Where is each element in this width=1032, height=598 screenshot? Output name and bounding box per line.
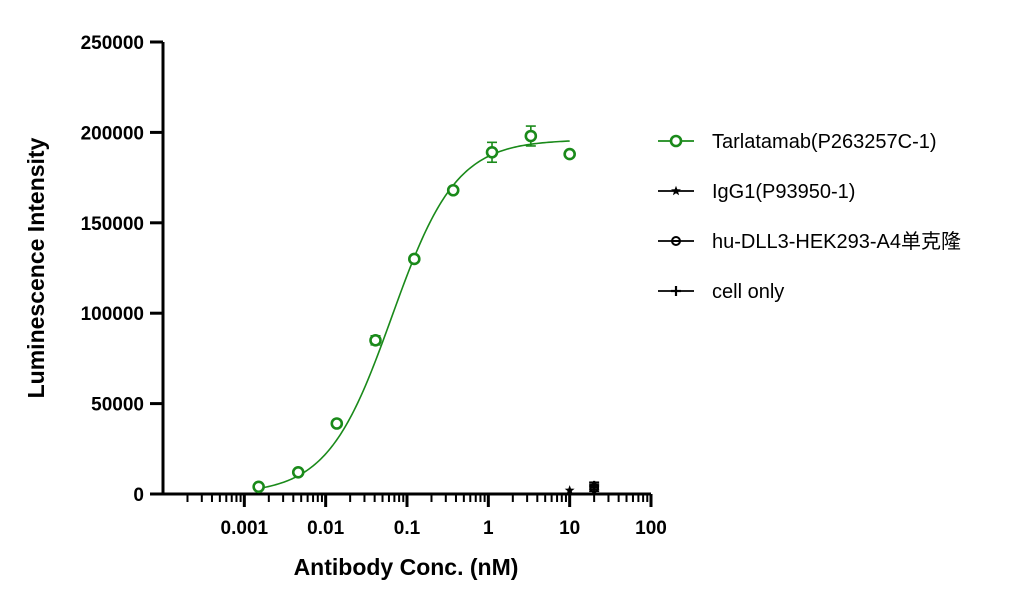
marker-open-circle xyxy=(563,147,576,161)
marker-star xyxy=(564,485,575,495)
data-point xyxy=(485,141,499,164)
x-tick-label: 10 xyxy=(559,518,580,539)
y-tick-label: 150000 xyxy=(81,214,144,235)
legend-label: Tarlatamab(P263257C-1) xyxy=(712,131,937,153)
fit-curves xyxy=(258,140,570,490)
legend-label: IgG1(P93950-1) xyxy=(712,181,855,203)
data-point xyxy=(563,147,576,161)
data-point xyxy=(252,480,265,494)
legend-entry: hu-DLL3-HEK293-A4单克隆 xyxy=(658,230,961,253)
marker-open-circle xyxy=(524,129,538,143)
marker-open-circle xyxy=(446,183,460,197)
marker-open-circle xyxy=(252,480,265,494)
marker-open-circle xyxy=(369,334,382,347)
legend-entry: IgG1(P93950-1) xyxy=(658,181,855,203)
legend: Tarlatamab(P263257C-1) IgG1(P93950-1) hu-D… xyxy=(658,131,961,303)
ticks: 0 50000 100000 150000 200000 250000 0.001 0.01 0… xyxy=(81,33,667,539)
marker-open-circle xyxy=(485,145,499,159)
marker-open-circle xyxy=(291,466,305,479)
marker-open-circle xyxy=(408,252,421,266)
legend-entry: Tarlatamab(P263257C-1) xyxy=(658,131,937,153)
marker-star xyxy=(671,185,681,196)
data-point xyxy=(408,252,421,266)
legend-label: hu-DLL3-HEK293-A4单克隆 xyxy=(712,230,961,253)
x-tick-label: 0.01 xyxy=(307,518,344,539)
legend-label: cell only xyxy=(712,281,784,303)
x-tick-label: 100 xyxy=(635,518,667,539)
y-axis-title: Luminescence Intensity xyxy=(23,137,49,398)
data-point xyxy=(446,183,460,197)
data-point xyxy=(369,334,382,347)
data-points xyxy=(252,125,600,495)
data-point xyxy=(291,466,305,479)
x-tick-label: 1 xyxy=(483,518,494,539)
data-point xyxy=(564,485,575,495)
marker-open-circle xyxy=(669,134,683,148)
axes xyxy=(161,42,651,496)
y-tick-label: 100000 xyxy=(81,304,144,325)
x-tick-label: 0.001 xyxy=(221,518,269,539)
x-axis-title: Antibody Conc. (nM) xyxy=(294,554,519,580)
data-point xyxy=(330,417,344,430)
data-point xyxy=(589,480,600,491)
data-point xyxy=(524,125,538,147)
marker-open-circle xyxy=(330,417,344,430)
y-tick-label: 250000 xyxy=(81,33,144,54)
y-tick-label: 50000 xyxy=(91,395,144,416)
y-tick-label: 0 xyxy=(133,485,144,506)
legend-entry: cell only xyxy=(658,281,784,303)
x-tick-label: 0.1 xyxy=(394,518,421,539)
y-tick-label: 200000 xyxy=(81,123,144,144)
fit-curve xyxy=(258,140,570,490)
